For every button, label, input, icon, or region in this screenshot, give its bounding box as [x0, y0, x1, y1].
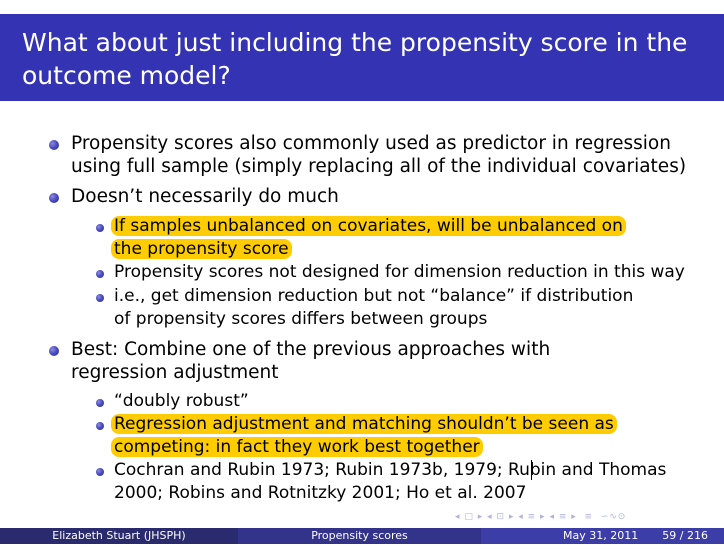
sub-item-2-2: Propensity scores not designed for dimen… — [114, 262, 685, 282]
footer-right: May 31, 2011 59 / 216 — [481, 528, 724, 544]
slide-title: What about just including the propensity… — [22, 28, 688, 90]
footer-author: Elizabeth Stuart (JHSPH) — [0, 528, 238, 544]
sub-item-3-1: “doubly robust” — [114, 391, 249, 411]
slide-title-bar — [0, 14, 724, 101]
bullet-icon — [49, 193, 59, 203]
bullet-icon — [96, 468, 104, 476]
slide-footer: Elizabeth Stuart (JHSPH) Propensity scor… — [0, 528, 724, 544]
nav-arrow-icon[interactable]: ◂ □ ▸ ◂ ⊡ ▸ ◂ ≡ ▸ ◂ ≡ ▸ ≡ ∽∿⊙ — [455, 512, 627, 522]
bullet-icon — [49, 140, 59, 150]
sub-item-3-2: Regression adjustment and matching shoul… — [111, 413, 694, 459]
sub-item-2-1: If samples unbalanced on covariates, wil… — [111, 215, 634, 261]
bullet-item-2: Doesn’t necessarily do much — [71, 186, 339, 207]
footer-page-number: 59 / 216 — [662, 529, 708, 542]
footer-date: May 31, 2011 — [563, 529, 639, 542]
bullet-icon — [96, 399, 104, 407]
bullet-icon — [96, 270, 104, 278]
sub-item-3-3: Cochran and Rubin 1973; Rubin 1973b, 197… — [114, 460, 667, 503]
highlighted-text: Regression adjustment and matching shoul… — [111, 414, 617, 457]
bullet-icon — [49, 346, 59, 356]
bullet-icon — [96, 294, 104, 302]
bullet-item-3: Best: Combine one of the previous approa… — [71, 339, 551, 383]
bullet-item-1: Propensity scores also commonly used as … — [71, 133, 687, 177]
text-cursor — [531, 460, 532, 480]
footer-title: Propensity scores — [238, 528, 481, 544]
bullet-icon — [96, 422, 104, 430]
highlighted-text: If samples unbalanced on covariates, wil… — [111, 216, 626, 259]
sub-item-2-3: i.e., get dimension reduction but not “b… — [114, 286, 634, 329]
beamer-navigation[interactable]: ◂ □ ▸ ◂ ⊡ ▸ ◂ ≡ ▸ ◂ ≡ ▸ ≡ ∽∿⊙ — [455, 512, 626, 522]
bullet-icon — [96, 224, 104, 232]
